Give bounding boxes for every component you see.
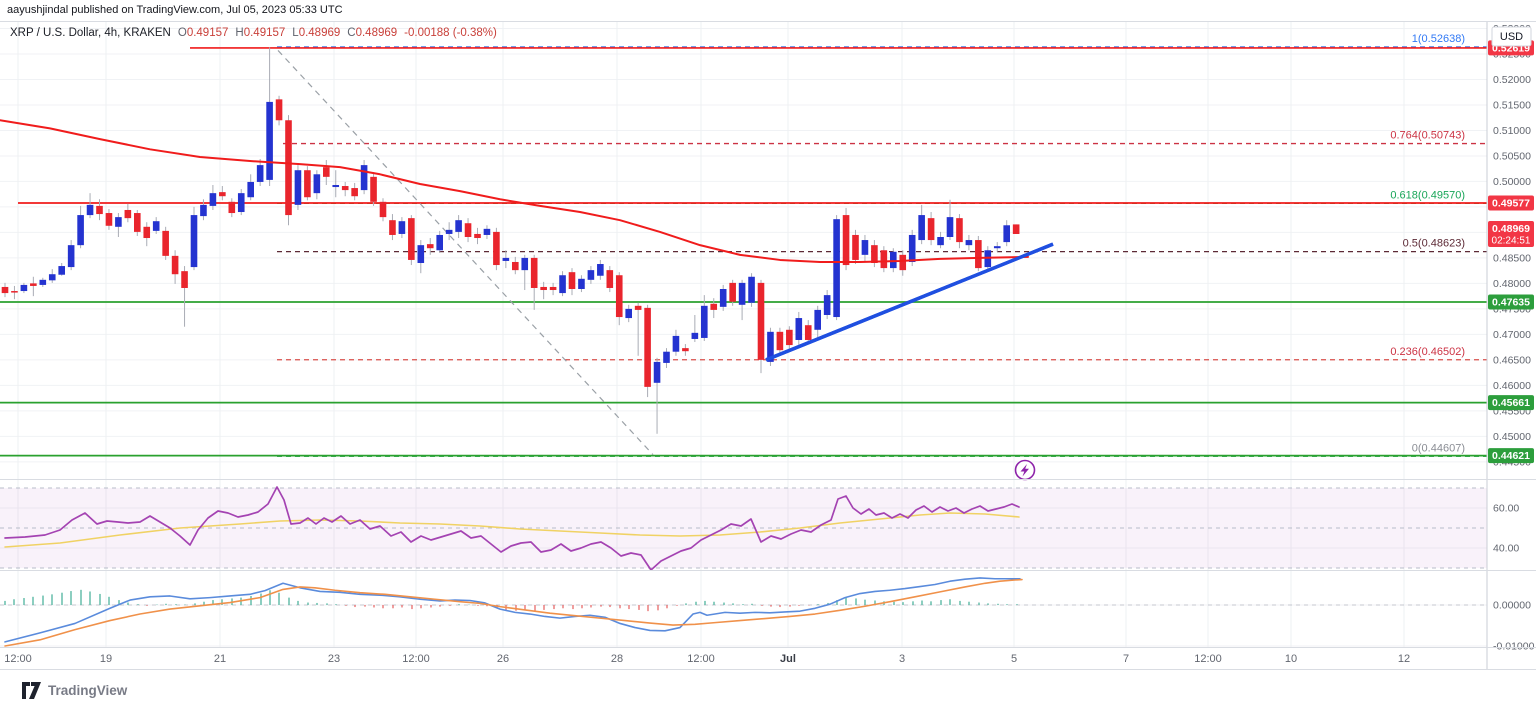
svg-text:3: 3 [899,653,905,665]
symbol-legend[interactable]: XRP / U.S. Dollar, 4h, KRAKEN O0.49157 H0.… [10,27,497,39]
svg-text:0.51000: 0.51000 [1493,125,1531,137]
svg-text:60.00: 60.00 [1493,503,1519,515]
close-value: 0.48969 [355,27,398,39]
svg-text:10: 10 [1285,653,1297,665]
svg-text:0.47000: 0.47000 [1493,329,1531,341]
svg-text:0.46000: 0.46000 [1493,380,1531,392]
svg-text:12: 12 [1398,653,1410,665]
svg-text:0.44621: 0.44621 [1492,450,1530,462]
svg-text:12:00: 12:00 [1194,653,1222,665]
svg-text:0.52000: 0.52000 [1493,74,1531,86]
svg-text:0.00000: 0.00000 [1493,600,1531,612]
svg-text:0.45000: 0.45000 [1493,431,1531,443]
moving-average-line [0,119,1029,263]
candles-layer[interactable] [1,47,1020,434]
high-value: 0.49157 [243,27,286,39]
svg-text:1(0.52638): 1(0.52638) [1412,33,1465,45]
svg-text:0.764(0.50743): 0.764(0.50743) [1390,130,1465,142]
price-badge-0.45661: 0.45661 [1488,395,1534,411]
trendlines[interactable] [277,50,1054,456]
svg-text:5: 5 [1011,653,1017,665]
svg-text:12:00: 12:00 [4,653,32,665]
svg-text:0.5(0.48623): 0.5(0.48623) [1403,238,1465,250]
watermark[interactable]: TradingView [22,682,127,699]
svg-text:0.48500: 0.48500 [1493,252,1531,264]
publisher-line: aayushjindal published on TradingView.co… [7,4,343,16]
svg-text:0.49577: 0.49577 [1492,197,1530,209]
svg-text:0.50500: 0.50500 [1493,150,1531,162]
svg-text:Jul: Jul [780,653,796,665]
svg-text:23: 23 [328,653,340,665]
svg-text:12:00: 12:00 [402,653,430,665]
svg-text:0.50000: 0.50000 [1493,176,1531,188]
currency-selector[interactable]: USD [1491,26,1532,47]
svg-text:0.46500: 0.46500 [1493,354,1531,366]
svg-text:0.236(0.46502): 0.236(0.46502) [1390,346,1465,358]
rsi-indicator [4,486,1020,571]
change-value: -0.00188 (-0.38%) [404,27,497,39]
svg-text:0.51500: 0.51500 [1493,99,1531,111]
price-badge-0.49577: 0.49577 [1488,195,1534,211]
svg-text:19: 19 [100,653,112,665]
svg-text:21: 21 [214,653,226,665]
svg-text:0(0.44607): 0(0.44607) [1412,442,1465,454]
support-trendline[interactable] [765,242,1054,362]
symbol-title[interactable]: XRP / U.S. Dollar, 4h, KRAKEN [10,27,171,39]
horizontal-price-rays[interactable] [0,47,1487,457]
price-badge-0.44621: 0.44621 [1488,448,1534,464]
svg-text:26: 26 [497,653,509,665]
svg-text:0.48000: 0.48000 [1493,278,1531,290]
open-value: 0.49157 [186,27,229,39]
svg-text:USD: USD [1500,31,1523,43]
low-value: 0.48969 [298,27,341,39]
svg-text:-0.01000: -0.01000 [1493,641,1535,653]
close-label: C [347,27,356,39]
open-label: O [177,27,187,39]
watermark-label: TradingView [48,683,128,698]
svg-text:40.00: 40.00 [1493,543,1519,555]
time-axis[interactable]: 12:00 19 21 23 12:00 26 28 12:00 Jul 3 5 7 12:00 10 12 [4,653,1410,665]
gridlines [0,22,1487,648]
svg-text:0.47635: 0.47635 [1492,297,1530,309]
lightning-marker[interactable] [1014,459,1036,481]
svg-text:7: 7 [1123,653,1129,665]
low-label: L [292,27,299,39]
high-label: H [235,27,244,39]
price-axis[interactable]: 0.530000.525000.520000.515000.510000.505… [1486,0,1536,670]
rsi-band [0,487,1487,569]
svg-text:0.618(0.49570): 0.618(0.49570) [1390,189,1465,201]
tradingview-logo-icon [22,682,41,699]
macd-indicator [0,577,1487,647]
panel-separators [0,21,1536,670]
svg-text:28: 28 [611,653,623,665]
svg-text:0.48969: 0.48969 [1492,223,1530,235]
price-badge-0.47635: 0.47635 [1488,294,1534,310]
svg-text:12:00: 12:00 [687,653,715,665]
svg-text:0.45661: 0.45661 [1492,397,1530,409]
svg-text:02:24:51: 02:24:51 [1492,235,1531,246]
